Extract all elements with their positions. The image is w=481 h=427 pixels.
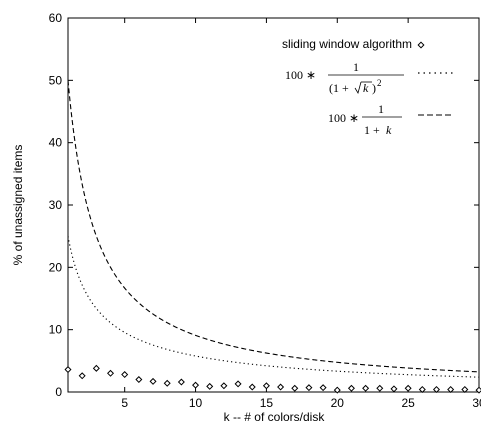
data-point (461, 385, 469, 394)
y-axis-label: % of unassigned items (11, 145, 25, 266)
legend-diamond-marker (417, 41, 425, 49)
data-point (277, 383, 285, 391)
data-point (404, 384, 412, 392)
x-tick-label: 15 (260, 396, 274, 410)
series-line-sqrt-formula (67, 236, 480, 378)
data-point (376, 384, 384, 392)
data-point (362, 384, 370, 392)
svg-text:2: 2 (377, 78, 382, 88)
data-point (206, 382, 214, 390)
x-tick-label: 5 (121, 396, 128, 410)
svg-text:1: 1 (378, 102, 384, 116)
x-axis-ticks: 5 10 15 20 25 30 (121, 18, 481, 410)
data-point (220, 382, 228, 390)
series-line-reciprocal-formula (67, 80, 480, 373)
svg-text:100 ∗: 100 ∗ (328, 111, 359, 125)
svg-text:100 ∗: 100 ∗ (285, 68, 316, 82)
data-point (291, 384, 299, 392)
y-tick-label: 50 (49, 73, 63, 87)
x-tick-label: 20 (331, 396, 345, 410)
data-point (305, 384, 313, 392)
data-point (262, 382, 270, 390)
series-markers (64, 364, 481, 394)
data-point (418, 385, 426, 394)
data-point (121, 371, 129, 379)
plot-border (67, 17, 480, 393)
y-tick-label: 20 (49, 260, 63, 274)
data-point (149, 377, 157, 385)
svg-text:1 +: 1 + (364, 123, 380, 137)
svg-text:(1 +: (1 + (329, 81, 349, 95)
y-tick-label: 30 (49, 198, 63, 212)
y-tick-label: 40 (49, 136, 63, 150)
data-point (92, 364, 100, 372)
svg-text:): ) (372, 81, 376, 95)
svg-text:k: k (363, 81, 369, 95)
legend-label-reciprocal-formula: 100 ∗ 1 1 + k (328, 102, 402, 137)
y-tick-label: 0 (55, 385, 62, 399)
series-curves (67, 80, 480, 378)
y-axis-ticks: 0 10 20 30 40 50 60 (49, 11, 479, 399)
data-point (432, 385, 440, 394)
data-point (163, 379, 171, 387)
x-axis-label: k -- # of colors/disk (224, 410, 326, 424)
data-point (234, 380, 242, 388)
y-tick-label: 10 (49, 323, 63, 337)
data-point (177, 378, 185, 386)
data-point (64, 366, 72, 374)
data-point (135, 376, 143, 384)
data-point (107, 369, 115, 377)
data-point (347, 384, 355, 392)
legend-label-sliding-window: sliding window algorithm (282, 37, 412, 51)
data-point (447, 385, 455, 394)
data-point (319, 384, 327, 392)
x-tick-label: 30 (472, 396, 481, 410)
data-point (78, 372, 86, 380)
data-point (248, 383, 256, 391)
data-point (390, 385, 398, 393)
x-tick-label: 25 (401, 396, 415, 410)
data-point (333, 386, 341, 394)
plot-frame (67, 17, 480, 393)
legend-label-sqrt-formula: 100 ∗ 1 (1 + k ) 2 (285, 60, 404, 95)
y-tick-label: 60 (49, 11, 63, 25)
legend-marker-diamond (417, 41, 425, 49)
x-tick-label: 10 (189, 396, 203, 410)
data-point (192, 381, 200, 389)
legend: sliding window algorithm 100 ∗ 1 (1 + k … (282, 37, 453, 137)
svg-text:k: k (386, 123, 392, 137)
svg-text:1: 1 (353, 60, 359, 74)
